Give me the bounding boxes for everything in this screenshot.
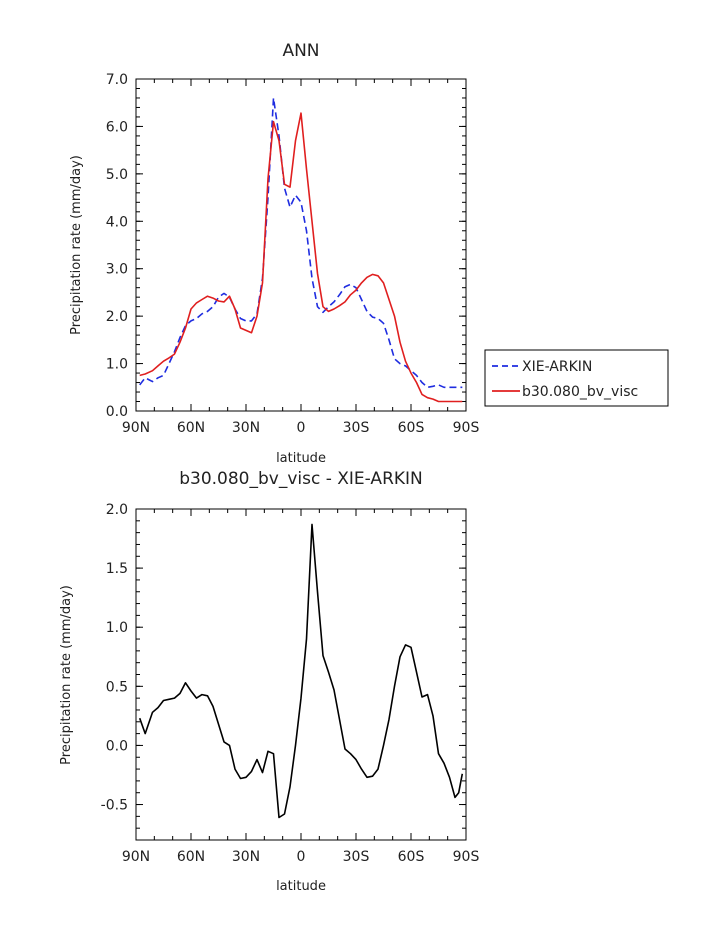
chart-title: b30.080_bv_visc - XIE-ARKIN (179, 469, 423, 489)
x-tick-label: 0 (297, 849, 306, 865)
axis-ticks: 90N 60N 30N 0 30S 60S 90S 0.0 1.0 2.0 3.0 4.0 5.0 6.0… (106, 72, 480, 436)
y-tick-label: 0.0 (106, 738, 128, 754)
chart-title: ANN (282, 41, 319, 61)
x-tick-label: 30N (232, 849, 260, 865)
x-tick-label: 90S (453, 420, 480, 436)
x-axis-label: latitude (276, 879, 326, 894)
x-tick-label: 30S (343, 849, 370, 865)
series-lines (138, 523, 464, 819)
plot-frame (135, 78, 467, 412)
x-axis-label: latitude (276, 451, 326, 466)
series-line-1-0 (138, 523, 464, 819)
legend-label-xie-arkin: XIE-ARKIN (522, 359, 592, 375)
series-lines (139, 97, 463, 403)
x-tick-label: 90N (122, 420, 150, 436)
y-axis-label: Precipitation rate (mm/day) (69, 155, 84, 335)
y-tick-label: -0.5 (101, 798, 128, 814)
y-tick-label: 1.0 (106, 357, 128, 373)
y-tick-label: 0.0 (106, 404, 128, 420)
x-tick-label: 60N (177, 420, 205, 436)
x-tick-label: 60S (398, 420, 425, 436)
y-axis-label: Precipitation rate (mm/day) (59, 585, 74, 765)
x-tick-label: 60S (398, 849, 425, 865)
legend-label-b30: b30.080_bv_visc (522, 384, 638, 400)
difference-chart: b30.080_bv_visc - XIE-ARKIN 90N 60N 30N 0 30… (59, 469, 479, 894)
x-tick-label: 30S (343, 420, 370, 436)
y-tick-label: 2.0 (106, 502, 128, 518)
y-tick-label: 6.0 (106, 119, 128, 135)
y-tick-label: 4.0 (106, 214, 128, 230)
y-tick-label: 3.0 (106, 262, 128, 278)
axis-ticks: 90N 60N 30N 0 30S 60S 90S -0.5 0.0 0.5 1.0 1.5 2.0 (101, 502, 480, 865)
annual-precip-chart: ANN 90N 60N 30N 0 30S 60S 90S 0.0 1.0 2.0 3.0 4.0 5.… (69, 41, 669, 466)
series-line-0-1 (139, 112, 463, 403)
y-tick-label: 7.0 (106, 72, 128, 88)
y-tick-label: 2.0 (106, 309, 128, 325)
y-tick-label: 5.0 (106, 167, 128, 183)
x-tick-label: 30N (232, 420, 260, 436)
legend: XIE-ARKIN b30.080_bv_visc (484, 349, 669, 407)
x-tick-label: 90N (122, 849, 150, 865)
series-line-0-0 (139, 97, 463, 389)
x-tick-label: 0 (297, 420, 306, 436)
legend-box (484, 349, 669, 407)
x-tick-label: 90S (453, 849, 480, 865)
y-tick-label: 0.5 (106, 679, 128, 695)
x-tick-label: 60N (177, 849, 205, 865)
y-tick-label: 1.0 (106, 620, 128, 636)
y-tick-label: 1.5 (106, 561, 128, 577)
